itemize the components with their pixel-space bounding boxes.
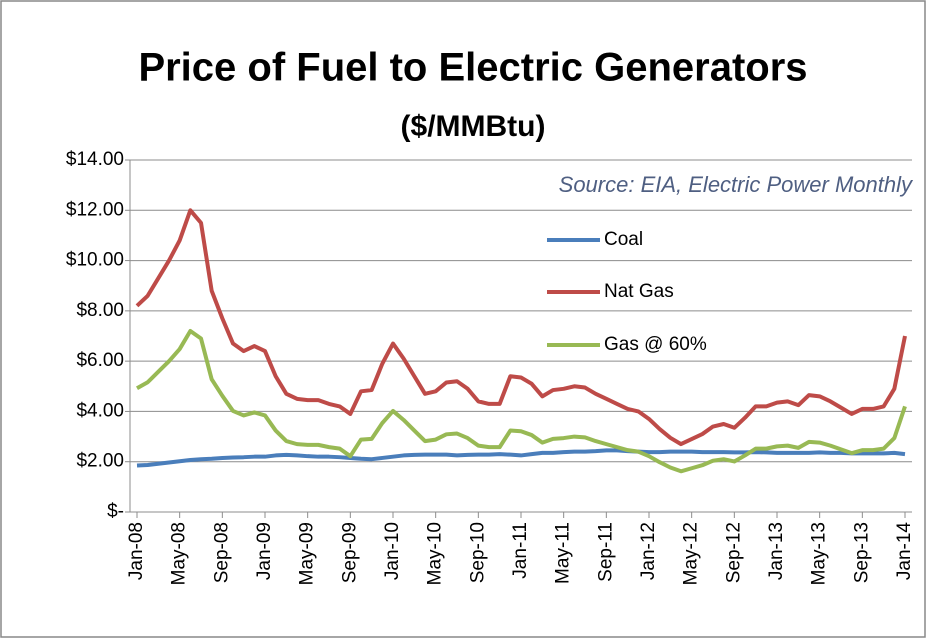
y-tick-label: $- — [107, 501, 124, 522]
data-line — [136, 328, 907, 474]
data-line — [136, 448, 906, 468]
x-tick-label: May-09 — [297, 522, 318, 585]
y-tick-label: $10.00 — [66, 250, 124, 271]
x-tick-label: Sep-09 — [339, 522, 360, 583]
x-tick-label: Sep-10 — [467, 522, 488, 583]
y-tick-label: $12.00 — [66, 199, 124, 220]
y-tick-label: $8.00 — [76, 300, 124, 321]
x-tick-label: May-11 — [553, 522, 574, 584]
x-tick-label: Jan-10 — [382, 522, 403, 580]
legend-label: Coal — [604, 229, 643, 250]
x-tick-label: May-10 — [425, 522, 446, 585]
x-tick-label: Sep-12 — [723, 522, 744, 583]
y-tick-label: $4.00 — [76, 400, 124, 421]
y-tick-label: $2.00 — [76, 451, 124, 472]
x-tick-label: Sep-08 — [211, 522, 232, 583]
x-tick-label: May-12 — [681, 522, 702, 585]
chart-subtitle: ($/MMBtu) — [401, 110, 546, 143]
x-tick-label: Jan-08 — [126, 522, 147, 580]
y-tick-label: $14.00 — [66, 149, 124, 170]
x-tick-label: May-13 — [809, 522, 830, 585]
source-annotation: Source: EIA, Electric Power Monthly — [559, 172, 914, 197]
x-tick-label: Jan-14 — [894, 522, 915, 581]
legend-label: Gas @ 60% — [604, 334, 707, 355]
chart-title: Price of Fuel to Electric Generators — [138, 46, 807, 90]
x-tick-label: Sep-11 — [595, 522, 616, 582]
x-tick-label: Jan-13 — [766, 522, 787, 580]
data-line — [135, 208, 907, 447]
x-tick-label: Jan-11 — [510, 522, 531, 579]
x-tick-label: Sep-13 — [851, 522, 872, 583]
x-tick-label: May-08 — [169, 522, 190, 585]
x-tick-label: Jan-09 — [254, 522, 275, 580]
y-tick-label: $6.00 — [76, 350, 124, 371]
x-tick-label: Jan-12 — [638, 522, 659, 580]
legend-label: Nat Gas — [604, 281, 674, 302]
